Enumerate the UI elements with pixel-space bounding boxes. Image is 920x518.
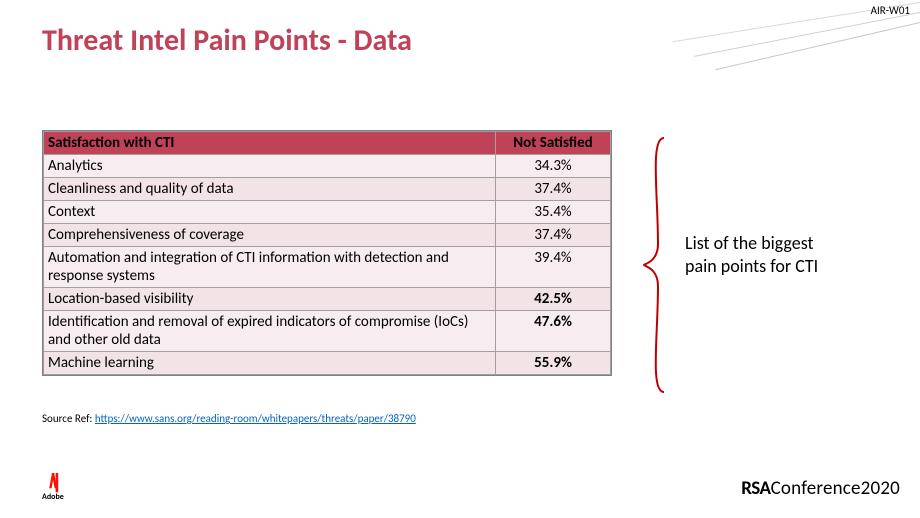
session-code: AIR-W01 xyxy=(871,4,910,17)
table-cell-label: Comprehensiveness of coverage xyxy=(44,224,496,247)
adobe-name: Adobe xyxy=(42,492,64,502)
slide-title: Threat Intel Pain Points - Data xyxy=(42,22,412,59)
table-row: Comprehensiveness of coverage37.4% xyxy=(44,224,611,247)
source-link[interactable]: https://www.sans.org/reading-room/whitep… xyxy=(95,412,416,425)
table-cell-value: 37.4% xyxy=(496,224,611,247)
adobe-logo: /\| Adobe xyxy=(42,471,64,502)
table-cell-value: 35.4% xyxy=(496,201,611,224)
table-cell-label: Cleanliness and quality of data xyxy=(44,178,496,201)
table-header-cell: Satisfaction with CTI xyxy=(44,132,496,155)
rsa-text: RSA xyxy=(741,477,770,500)
brace-icon xyxy=(636,134,676,396)
table-cell-label: Location-based visibility xyxy=(44,288,496,311)
table-row: Machine learning55.9% xyxy=(44,352,611,375)
source-reference: Source Ref: https://www.sans.org/reading… xyxy=(42,412,416,425)
table-cell-label: Analytics xyxy=(44,155,496,178)
table-header-cell: Not Satisfied xyxy=(496,132,611,155)
annotation-text: List of the biggest pain points for CTI xyxy=(685,232,885,277)
adobe-mark-icon: /\| xyxy=(49,471,57,494)
table-cell-value: 47.6% xyxy=(496,311,611,352)
source-prefix: Source Ref: xyxy=(42,412,95,425)
table-row: Location-based visibility42.5% xyxy=(44,288,611,311)
table-cell-label: Context xyxy=(44,201,496,224)
table-cell-label: Automation and integration of CTI inform… xyxy=(44,247,496,288)
table-cell-value: 42.5% xyxy=(496,288,611,311)
table-row: Analytics34.3% xyxy=(44,155,611,178)
table-cell-label: Identification and removal of expired in… xyxy=(44,311,496,352)
cti-table: Satisfaction with CTINot Satisfied Analy… xyxy=(42,130,612,376)
table-row: Cleanliness and quality of data37.4% xyxy=(44,178,611,201)
table-cell-value: 37.4% xyxy=(496,178,611,201)
table-cell-value: 34.3% xyxy=(496,155,611,178)
table-cell-value: 39.4% xyxy=(496,247,611,288)
table-cell-value: 55.9% xyxy=(496,352,611,375)
table-row: Identification and removal of expired in… xyxy=(44,311,611,352)
table-cell-label: Machine learning xyxy=(44,352,496,375)
conference-text: Conference2020 xyxy=(771,477,900,500)
rsa-conference-logo: RSAConference2020 xyxy=(741,477,900,500)
annotation-line2: pain points for CTI xyxy=(685,255,818,277)
table-row: Context35.4% xyxy=(44,201,611,224)
annotation-line1: List of the biggest xyxy=(685,232,814,254)
table-row: Automation and integration of CTI inform… xyxy=(44,247,611,288)
